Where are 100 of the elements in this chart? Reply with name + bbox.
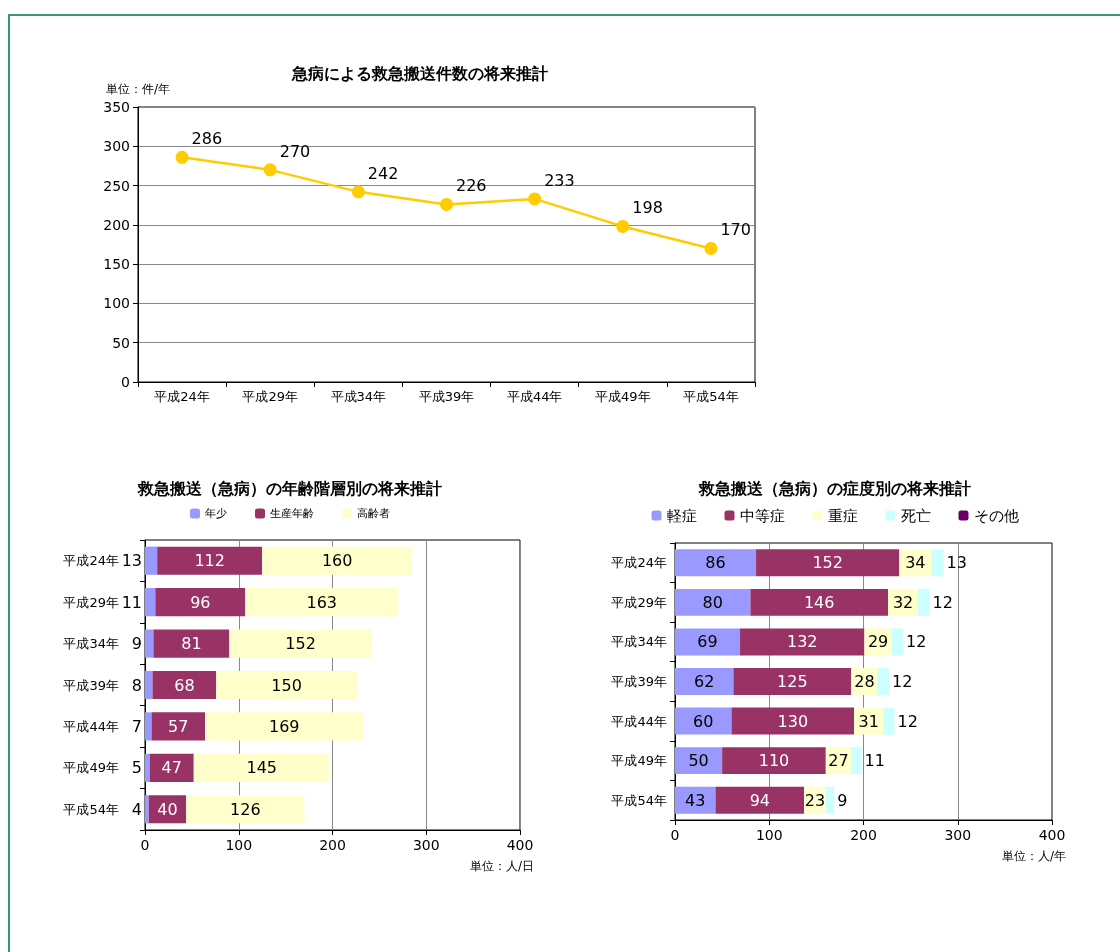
data-label: 9: [131, 634, 142, 654]
bar: [733, 668, 852, 695]
x-tick-label: 100: [225, 837, 253, 853]
bar: [186, 795, 305, 824]
data-label: 50: [688, 751, 709, 771]
data-label: 110: [758, 751, 790, 771]
x-tick-label: 300: [944, 827, 972, 843]
y-tick-label: 平成54年: [611, 792, 667, 808]
bar: [675, 707, 732, 735]
y-tick-label: 平成39年: [63, 677, 119, 693]
data-label: 233: [544, 170, 575, 190]
legend-label: 軽症: [666, 506, 697, 525]
bar: [145, 753, 150, 782]
data-label: 94: [749, 790, 770, 810]
y-tick-label: 平成34年: [63, 636, 119, 652]
data-label: 152: [285, 634, 316, 654]
data-label: 169: [268, 716, 300, 736]
data-label: 68: [174, 675, 195, 695]
bar: [740, 628, 865, 656]
y-tick-label: 平成49年: [611, 753, 667, 769]
data-label: 242: [367, 163, 399, 183]
x-tick-label: 200: [850, 827, 877, 843]
legend-label: 重症: [827, 506, 858, 525]
x-tick-label: 平成49年: [595, 389, 651, 404]
bar: [883, 707, 895, 735]
bar: [145, 670, 153, 700]
x-tick-label: 0: [670, 827, 680, 843]
data-label: 29: [867, 632, 889, 652]
legend-label: その他: [973, 506, 1019, 525]
bar: [216, 670, 357, 700]
data-label: 150: [271, 675, 302, 695]
bar: [675, 668, 734, 695]
bar: [145, 629, 154, 658]
data-label: 43: [685, 790, 706, 810]
data-label: 270: [279, 141, 311, 161]
data-label: 145: [246, 758, 277, 778]
legend-label: 生産年齢: [270, 507, 314, 520]
bar: [149, 753, 194, 782]
chart-title: 急病による救急搬送件数の将来推計: [291, 63, 548, 83]
bar: [229, 629, 372, 658]
data-label: 40: [157, 799, 178, 819]
y-tick-label: 平成24年: [63, 553, 119, 569]
point: [528, 192, 542, 206]
y-tick-label: 0: [121, 374, 130, 390]
y-tick-label: 平成29年: [611, 594, 667, 610]
data-label: 170: [720, 220, 751, 240]
point: [440, 197, 453, 211]
y-tick-label: 250: [103, 177, 130, 194]
data-label: 132: [786, 632, 818, 652]
x-tick-label: 平成29年: [242, 389, 298, 404]
y-tick-label: 300: [103, 138, 130, 155]
data-label: 34: [905, 553, 926, 573]
bar: [262, 546, 413, 575]
bar: [675, 747, 723, 775]
point: [263, 163, 277, 177]
bar: [145, 795, 149, 824]
y-tick-label: 平成29年: [63, 594, 119, 610]
bar: [722, 747, 826, 775]
data-label: 7: [131, 716, 142, 736]
point: [704, 241, 718, 255]
bar: [750, 588, 889, 616]
x-axis-title: 単位：人/年: [1001, 849, 1066, 863]
data-label: 86: [705, 553, 726, 573]
data-label: 12: [906, 632, 927, 652]
data-label: 57: [168, 716, 189, 736]
data-label: 23: [804, 790, 826, 810]
y-tick-label: 350: [103, 99, 130, 115]
data-label: 126: [230, 799, 261, 819]
data-label: 80: [702, 592, 723, 612]
bar: [675, 588, 751, 616]
y-tick-label: 50: [112, 334, 130, 351]
data-label: 11: [121, 592, 142, 612]
bar: [193, 753, 330, 782]
bar: [153, 629, 230, 658]
data-label: 12: [932, 592, 953, 612]
bar: [145, 588, 156, 617]
data-label: 60: [693, 711, 714, 731]
legend-label: 高齢者: [357, 507, 390, 520]
bar: [675, 549, 757, 577]
bar: [145, 712, 152, 741]
y-tick-label: 平成34年: [611, 634, 667, 650]
x-tick-label: 0: [140, 837, 150, 853]
data-label: 8: [131, 675, 142, 695]
bar: [877, 668, 889, 695]
data-label: 96: [190, 592, 211, 612]
y-tick-label: 平成44年: [611, 713, 667, 729]
bar: [756, 549, 900, 577]
x-tick-label: 300: [412, 837, 440, 853]
bar: [715, 786, 805, 814]
data-label: 81: [181, 634, 202, 654]
x-tick-label: 400: [1038, 827, 1066, 843]
x-tick-label: 200: [319, 837, 346, 853]
bar: [931, 549, 944, 577]
data-label: 130: [777, 711, 809, 731]
y-tick-label: 100: [103, 295, 130, 312]
x-tick-label: 平成39年: [418, 389, 475, 404]
bar: [731, 707, 855, 735]
data-label: 28: [854, 672, 875, 691]
x-tick-label: 平成54年: [683, 389, 739, 404]
point: [616, 219, 630, 233]
